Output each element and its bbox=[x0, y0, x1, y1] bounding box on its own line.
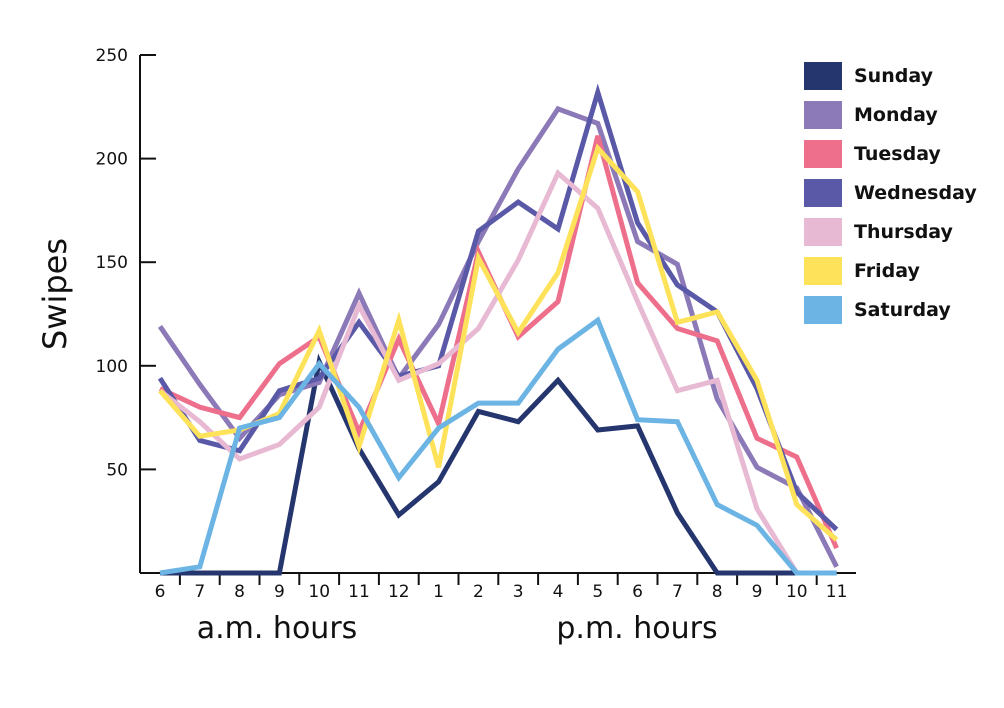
series-line-saturday bbox=[159, 316, 837, 576]
legend-label-wednesday: Wednesday bbox=[854, 182, 977, 204]
y-tick-label: 200 bbox=[96, 150, 128, 170]
y-tick-label: 50 bbox=[106, 460, 128, 480]
legend-label-saturday: Saturday bbox=[854, 299, 951, 321]
series-line-sunday bbox=[160, 353, 837, 576]
legend-label-friday: Friday bbox=[854, 260, 920, 282]
legend-swatch-monday bbox=[804, 101, 842, 129]
y-tick-label: 250 bbox=[96, 46, 128, 66]
x-tick-label: 11 bbox=[348, 582, 370, 602]
x-tick-label: 6 bbox=[155, 582, 166, 602]
x-ticks: 6 7 8 9 10 11 12 1 2 3 4 5 6 7 8 9 10 11 bbox=[155, 573, 848, 602]
y-tick-label: 100 bbox=[96, 357, 128, 377]
x-tick-label: 10 bbox=[786, 582, 808, 602]
x-tick-label: 11 bbox=[826, 582, 848, 602]
legend-swatch-thursday bbox=[804, 218, 842, 246]
legend-label-monday: Monday bbox=[854, 104, 938, 126]
x-tick-label: 8 bbox=[234, 582, 245, 602]
y-tick-label: 150 bbox=[96, 253, 128, 273]
pm-hours-label: p.m. hours bbox=[556, 611, 717, 646]
axes-layer bbox=[139, 55, 856, 574]
x-tick-label: 12 bbox=[388, 582, 410, 602]
legend-swatch-friday bbox=[804, 257, 842, 285]
x-tick-label: 7 bbox=[194, 582, 205, 602]
legend: Sunday Monday Tuesday Wednesday Thursday Frid… bbox=[804, 62, 977, 324]
x-tick-label: 4 bbox=[553, 582, 564, 602]
series-lines bbox=[157, 83, 839, 576]
x-tick-label: 8 bbox=[712, 582, 723, 602]
legend-swatch-wednesday bbox=[804, 179, 842, 207]
legend-label-thursday: Thursday bbox=[854, 221, 954, 243]
legend-label-tuesday: Tuesday bbox=[854, 143, 941, 165]
am-hours-label: a.m. hours bbox=[197, 611, 358, 646]
series-line-wednesday bbox=[157, 83, 839, 532]
legend-swatch-sunday bbox=[804, 62, 842, 90]
y-ticks: 50 100 150 200 250 bbox=[96, 46, 156, 480]
x-tick-label: 10 bbox=[308, 582, 330, 602]
x-tick-label: 2 bbox=[473, 582, 484, 602]
y-axis-label: Swipes bbox=[36, 238, 74, 350]
series-line-friday bbox=[158, 143, 839, 542]
x-tick-label: 9 bbox=[274, 582, 285, 602]
x-tick-label: 5 bbox=[592, 582, 603, 602]
x-tick-label: 3 bbox=[513, 582, 524, 602]
x-tick-label: 1 bbox=[433, 582, 444, 602]
x-tick-label: 9 bbox=[752, 582, 763, 602]
legend-swatch-saturday bbox=[804, 296, 842, 324]
legend-swatch-tuesday bbox=[804, 140, 842, 168]
x-tick-label: 7 bbox=[672, 582, 683, 602]
x-tick-label: 6 bbox=[632, 582, 643, 602]
legend-label-sunday: Sunday bbox=[854, 65, 934, 87]
